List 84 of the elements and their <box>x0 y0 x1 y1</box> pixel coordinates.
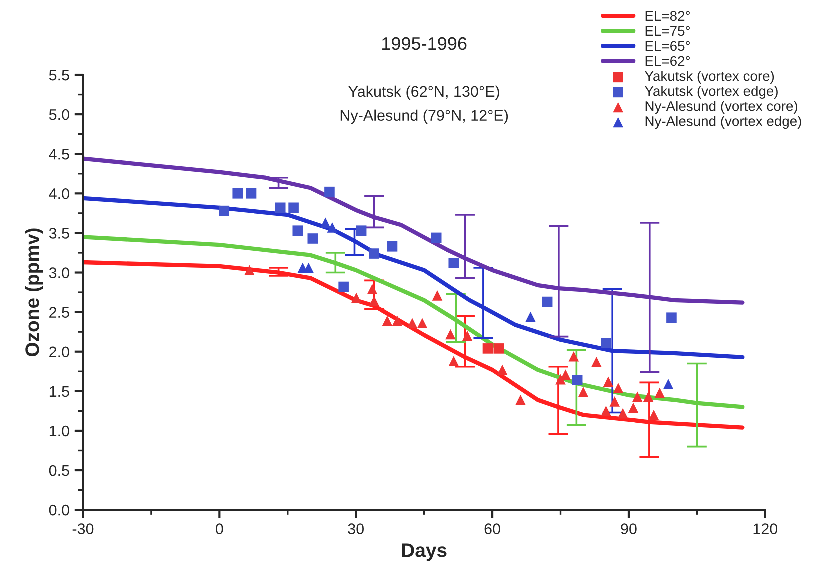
point <box>628 402 639 414</box>
point <box>367 284 378 295</box>
x-tick-label: -30 <box>72 524 94 534</box>
point <box>387 242 398 252</box>
point <box>643 392 654 402</box>
point <box>497 364 508 376</box>
point <box>603 376 614 388</box>
point <box>308 234 318 244</box>
point <box>632 392 643 402</box>
y-axis-title: Ozone (ppmv) <box>25 228 44 357</box>
point <box>613 383 624 394</box>
x-tick-label: 0 <box>216 524 224 534</box>
point <box>446 329 456 340</box>
y-tick-label: 3.5 <box>49 228 70 239</box>
point <box>526 312 536 322</box>
point <box>244 265 255 276</box>
x-tick-label: 60 <box>484 524 500 534</box>
point <box>246 188 257 199</box>
point <box>232 188 244 199</box>
point <box>219 206 230 216</box>
point <box>663 379 674 390</box>
point <box>448 258 460 268</box>
point <box>356 226 367 236</box>
point <box>327 222 338 233</box>
legend-label: Yakutsk (vortex core) <box>645 71 774 84</box>
point <box>568 351 580 362</box>
point <box>292 226 304 236</box>
point <box>304 262 314 274</box>
point <box>407 318 418 329</box>
y-tick-label: 3.0 <box>49 268 70 278</box>
point <box>482 344 494 354</box>
point <box>648 410 660 420</box>
x-axis-title: Days <box>402 544 447 562</box>
y-tick-label: 0.0 <box>49 504 70 516</box>
x-tick-label: 30 <box>348 524 364 534</box>
point <box>516 394 526 406</box>
y-tick-label: 1.0 <box>50 426 70 437</box>
annotation: Ny-Alesund (79°N, 12°E) <box>340 110 508 124</box>
y-tick-label: 1.5 <box>50 386 70 398</box>
point <box>324 186 335 198</box>
legend-label: EL=82° <box>646 11 690 22</box>
point <box>432 290 443 301</box>
y-tick-label: 0.5 <box>49 465 70 476</box>
point <box>351 292 362 304</box>
point <box>338 282 349 292</box>
point <box>288 202 299 214</box>
chart-title: 1995-1996 <box>382 37 467 50</box>
x-tick-label: 90 <box>621 524 637 534</box>
legend-label: Ny-Alesund (vortex edge) <box>646 116 802 130</box>
point <box>462 330 473 342</box>
point <box>572 375 583 386</box>
point <box>417 318 428 329</box>
point <box>275 202 286 214</box>
point <box>610 396 620 407</box>
point <box>320 218 331 228</box>
point <box>369 248 380 259</box>
legend-label: Yakutsk (vortex edge) <box>645 86 778 99</box>
point <box>382 316 393 326</box>
point <box>654 388 666 398</box>
point <box>618 408 628 419</box>
legend-label: EL=62° <box>646 56 690 66</box>
y-tick-label: 5.5 <box>49 70 70 81</box>
point <box>578 387 589 398</box>
x-tick-label: 120 <box>754 524 778 534</box>
y-tick-label: 2.0 <box>50 346 70 358</box>
y-tick-label: 2.5 <box>50 307 70 318</box>
point <box>369 296 380 306</box>
legend-label: Ny-Alesund (vortex core) <box>646 101 798 114</box>
legend-label: EL=75° <box>646 26 690 36</box>
y-tick-label: 5.0 <box>49 109 70 120</box>
y-tick-label: 4.0 <box>49 188 70 200</box>
point <box>494 344 504 354</box>
point <box>542 296 553 308</box>
point <box>666 312 677 323</box>
point <box>601 338 612 348</box>
annotation: Yakutsk (62°N, 130°E) <box>348 86 500 100</box>
point <box>448 356 460 367</box>
point <box>592 357 602 368</box>
point <box>601 406 612 416</box>
legend-label: EL=65° <box>646 41 690 52</box>
point <box>560 370 571 380</box>
y-tick-label: 4.5 <box>49 149 70 160</box>
point <box>392 316 403 326</box>
point <box>431 232 442 244</box>
